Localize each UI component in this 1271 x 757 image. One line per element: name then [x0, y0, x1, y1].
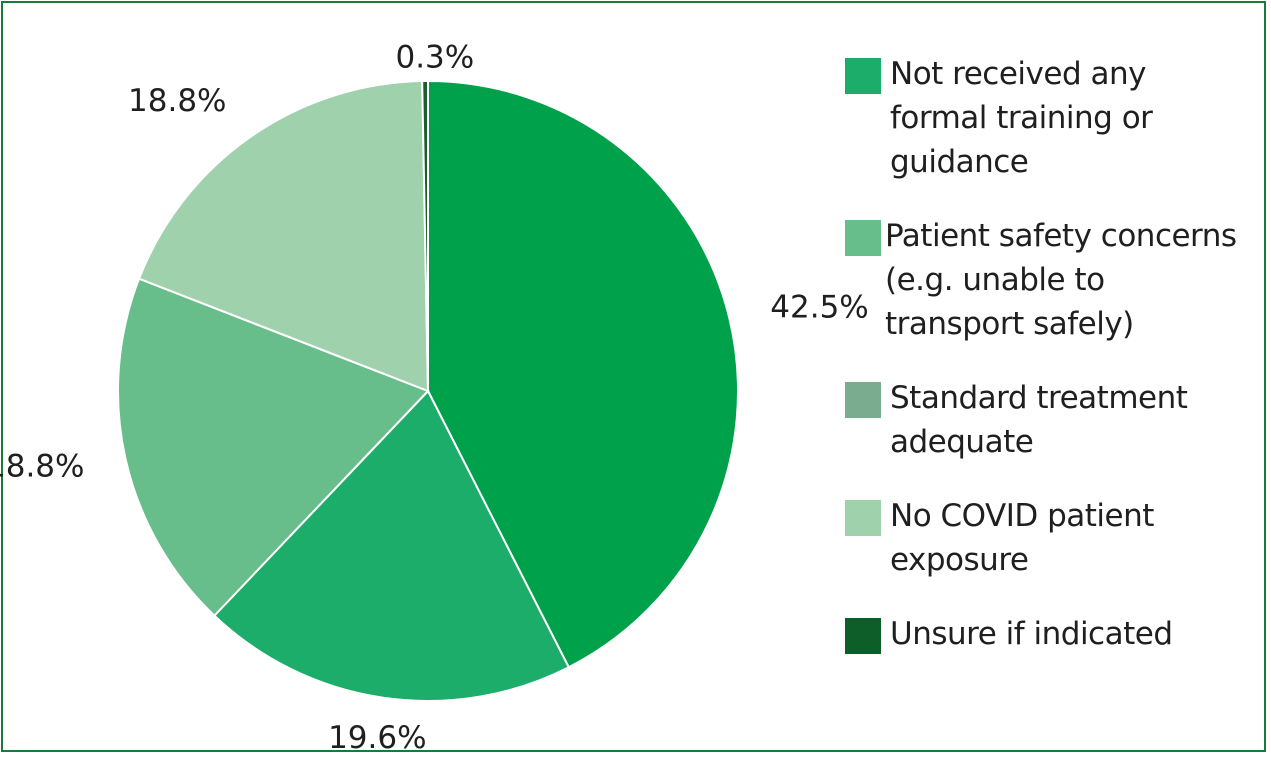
pie-slice-2 — [117, 277, 430, 618]
legend-item-not-received-training: Not received any formal training or guid… — [845, 52, 1245, 184]
pie-slice-1 — [212, 389, 571, 702]
pie-slices — [117, 79, 739, 702]
pie-slice-0 — [427, 79, 739, 669]
legend-swatch — [845, 500, 881, 536]
pie-label-2: 18.8% — [0, 448, 84, 484]
legend-item-patient-safety: Patient safety concerns (e.g. unable to … — [845, 214, 1245, 346]
legend-item-standard-treatment: Standard treatment adequate — [845, 376, 1245, 464]
pie-label-1: 19.6% — [328, 720, 426, 756]
legend-swatch — [845, 382, 881, 418]
pie-label-3: 18.8% — [128, 83, 226, 119]
legend-label: Not received any formal training or guid… — [890, 56, 1153, 180]
legend-label: No COVID patient exposure — [890, 498, 1154, 578]
legend-swatch — [845, 58, 881, 94]
pie-label-0: 42.5% — [770, 289, 868, 325]
legend: Not received any formal training or guid… — [845, 52, 1245, 686]
legend-item-no-covid-exposure: No COVID patient exposure — [845, 494, 1245, 582]
legend-item-unsure: Unsure if indicated — [845, 612, 1245, 656]
legend-swatch — [845, 220, 881, 256]
pie-slice-3 — [137, 80, 430, 393]
legend-label: Patient safety concerns (e.g. unable to … — [885, 218, 1237, 342]
pie-slice-4 — [421, 79, 429, 392]
legend-swatch — [845, 618, 881, 654]
pie-label-4: 0.3% — [395, 40, 474, 76]
legend-label: Standard treatment adequate — [890, 380, 1188, 460]
pie-labels: 42.5% 19.6% 18.8% 18.8% 0.3% — [0, 40, 869, 756]
legend-label: Unsure if indicated — [890, 616, 1173, 652]
